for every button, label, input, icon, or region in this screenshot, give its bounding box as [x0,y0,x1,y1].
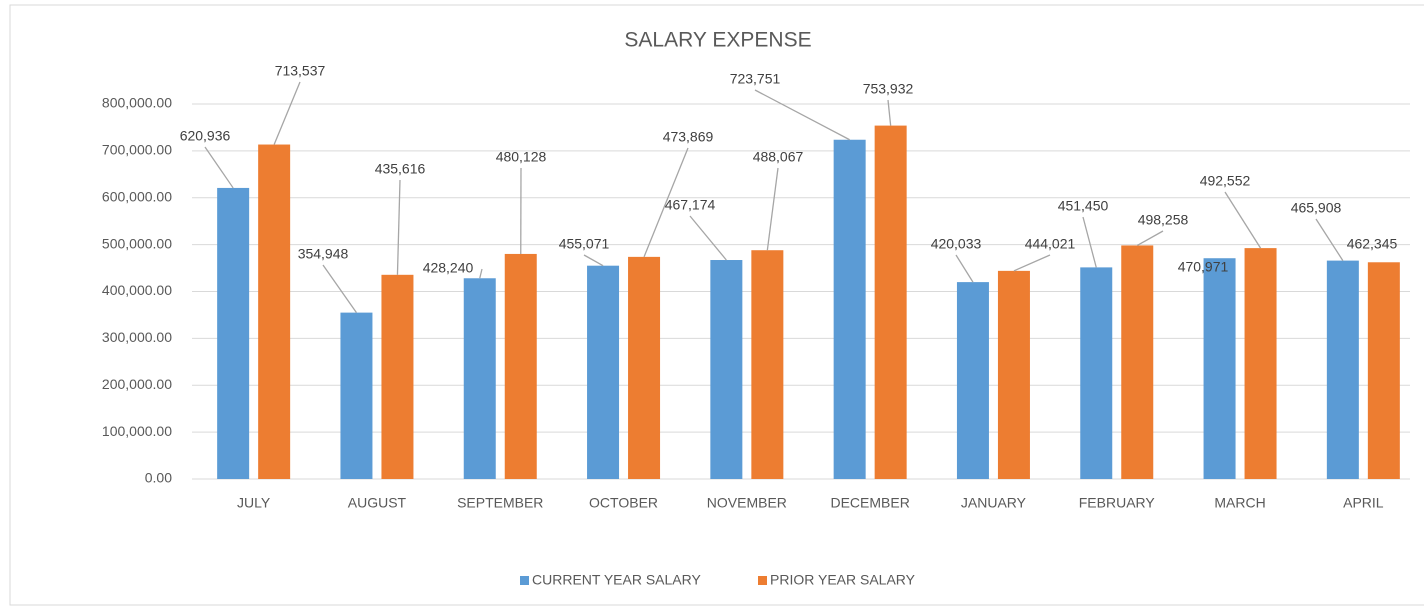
bar [956,282,989,479]
data-label: 753,932 [863,81,914,97]
leader-line [396,179,401,275]
bar [1326,260,1359,479]
data-label: 498,258 [1138,212,1189,228]
y-tick-label: 800,000.00 [102,95,172,111]
y-tick-label: 0.00 [145,470,172,486]
data-label: 462,345 [1347,236,1398,252]
chart-title: SALARY EXPENSE [624,29,811,52]
x-tick-label: MARCH [1214,495,1265,511]
data-label: 420,033 [931,236,982,252]
y-tick-label: 500,000.00 [102,235,172,251]
leader-line [479,268,483,279]
x-tick-label: SEPTEMBER [457,495,543,511]
bar [1367,262,1400,479]
x-tick-label: JULY [237,495,271,511]
legend-label: PRIOR YEAR SALARY [770,572,916,588]
leader-line [322,264,357,313]
data-label: 713,537 [275,63,326,79]
data-label: 492,552 [1200,173,1251,189]
leader-line [1082,216,1097,268]
data-label: 455,071 [559,236,610,252]
data-label: 465,908 [1291,200,1342,216]
bar [710,260,743,479]
x-tick-label: NOVEMBER [707,495,787,511]
legend-swatch [758,576,767,585]
y-tick-label: 300,000.00 [102,329,172,345]
bar [874,125,907,480]
data-label: 444,021 [1025,236,1076,252]
data-label: 435,616 [375,161,426,177]
x-tick-label: OCTOBER [589,495,658,511]
bar [1203,258,1236,479]
leader-line [204,146,234,189]
leader-line [766,167,779,251]
data-label: 451,450 [1058,198,1109,214]
bar [217,187,250,479]
y-tick-label: 400,000.00 [102,282,172,298]
leader-line [643,147,689,258]
data-label: 723,751 [730,71,781,87]
bar [628,256,661,479]
y-tick-label: 600,000.00 [102,188,172,204]
bar [997,270,1030,479]
data-label: 488,067 [753,149,804,165]
leader-line [1315,218,1344,261]
data-label: 620,936 [180,128,231,144]
data-label: 428,240 [423,260,474,276]
data-label: 473,869 [663,129,714,145]
x-tick-label: JANUARY [961,495,1027,511]
x-tick-label: DECEMBER [830,495,909,511]
legend-swatch [520,576,529,585]
bar [340,312,373,479]
data-label: 480,128 [496,149,547,165]
bar [258,144,291,479]
bar [833,139,866,480]
y-tick-label: 100,000.00 [102,423,172,439]
leader-line [689,215,727,261]
leader-line [273,81,301,145]
legend-label: CURRENT YEAR SALARY [532,572,701,588]
leader-line [754,89,850,141]
x-tick-label: AUGUST [348,495,407,511]
bar [1244,248,1277,479]
bar [751,250,784,479]
leader-line [1013,254,1051,272]
x-tick-label: APRIL [1343,495,1384,511]
y-tick-label: 700,000.00 [102,142,172,158]
data-label: 354,948 [298,246,349,262]
bar [504,253,537,479]
bar [1080,267,1113,479]
leader-line [1224,191,1262,249]
data-label: 470,971 [1178,259,1229,275]
x-tick-label: FEBRUARY [1079,495,1156,511]
leader-line [955,254,974,283]
data-label: 467,174 [665,197,716,213]
y-tick-label: 200,000.00 [102,376,172,392]
leader-line [887,99,892,126]
bar [1121,245,1154,479]
leader-line [1136,230,1164,247]
bar [381,274,414,479]
bar [463,278,496,479]
bar [587,265,620,479]
leader-line [583,254,604,267]
